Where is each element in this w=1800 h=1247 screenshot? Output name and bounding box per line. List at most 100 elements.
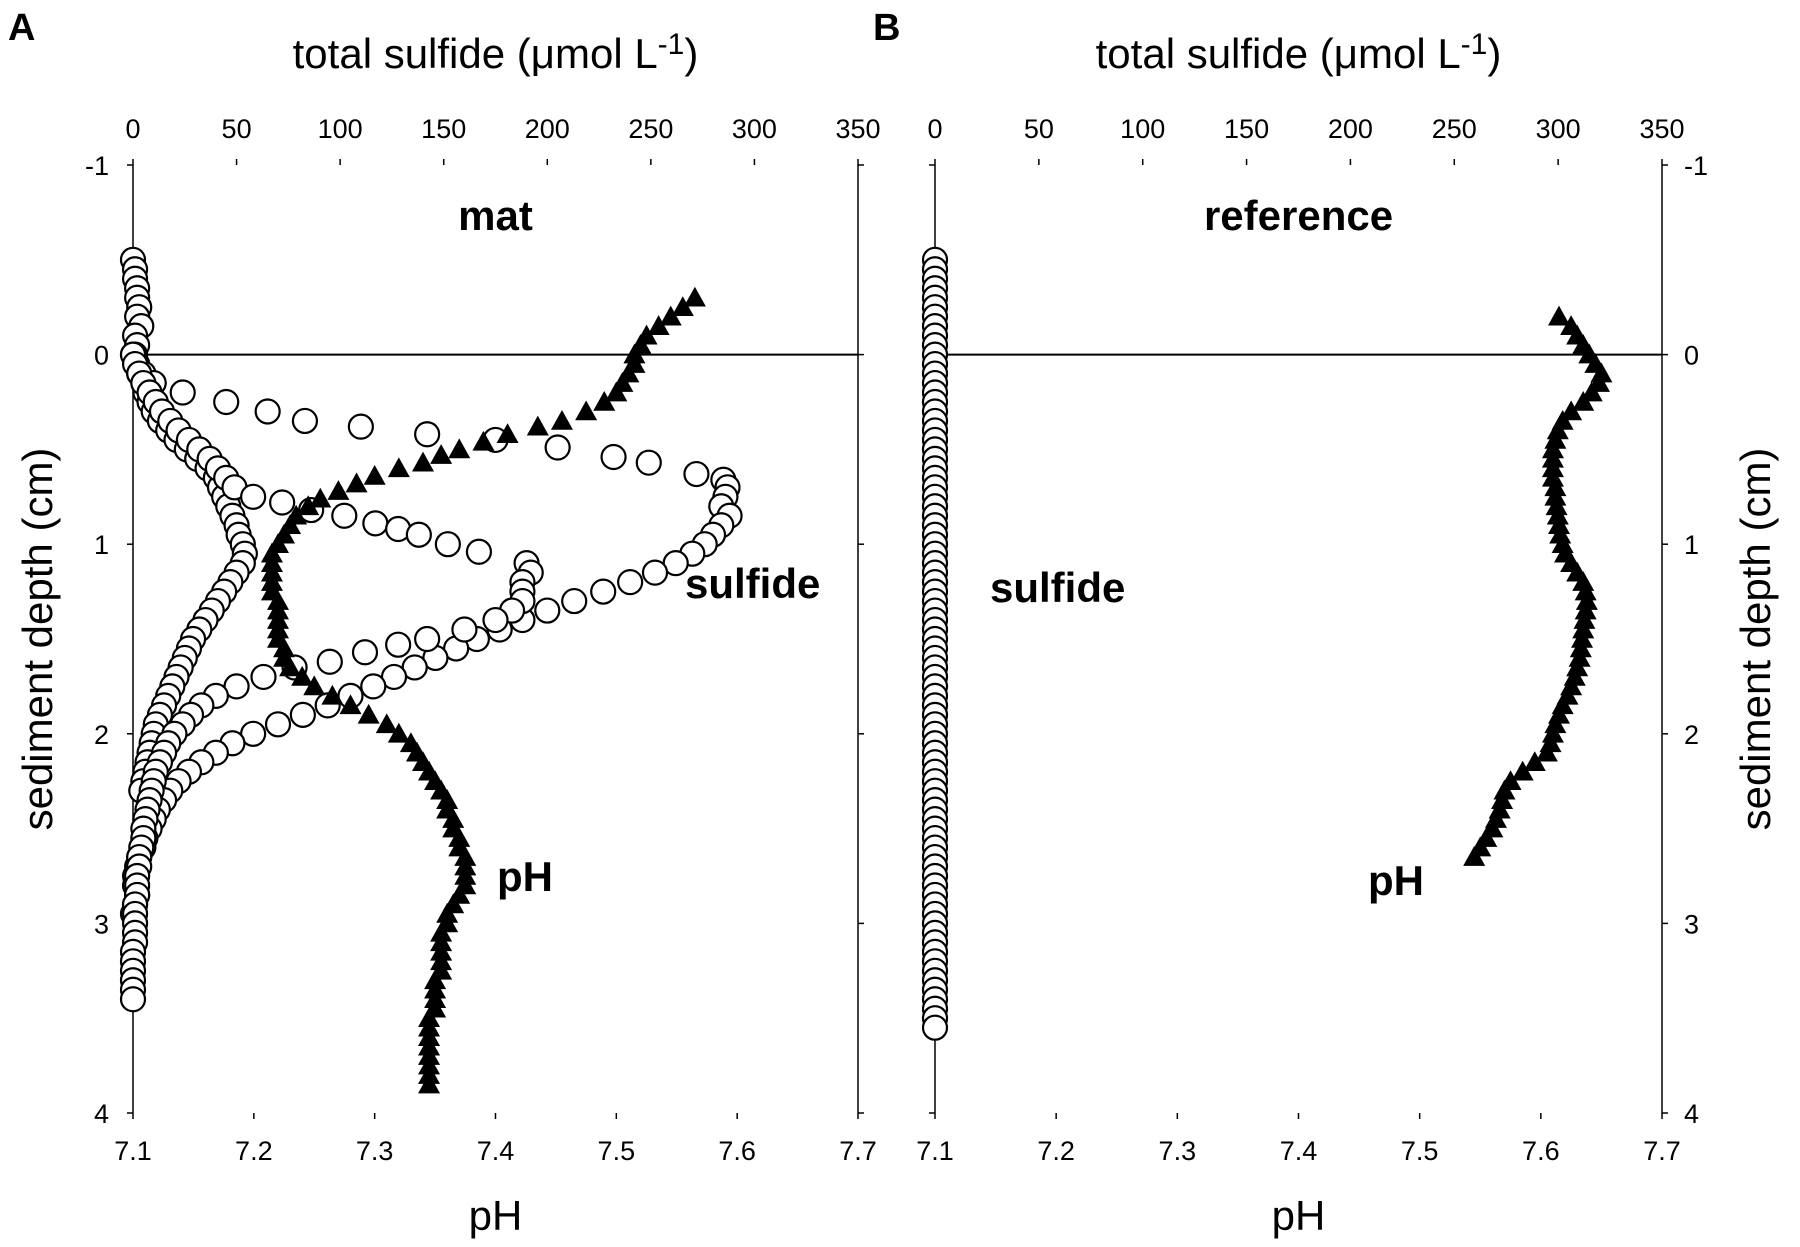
ph-point [496, 423, 519, 444]
ph-point [387, 457, 410, 478]
top-axis-title-text: total sulfide ( [293, 30, 531, 77]
ph-point [575, 400, 598, 421]
ph-point [1544, 713, 1567, 734]
ph-point [550, 409, 573, 430]
left-axis-title: sediment depth (cm) [14, 448, 61, 831]
ph-profile [260, 286, 706, 1094]
ph-label: pH [497, 853, 553, 900]
top-axis-title-mu: μ [1334, 30, 1358, 77]
ph-point [1574, 599, 1597, 620]
sulfide-point [250, 663, 277, 691]
ph-point [1575, 590, 1598, 610]
sulfide-point [269, 489, 296, 516]
top-tick-label: 300 [732, 114, 777, 144]
top-tick-label: 350 [835, 114, 880, 144]
ph-point [357, 703, 380, 724]
ph-point [1551, 533, 1574, 553]
sulfide-point [119, 986, 147, 1013]
y-tick-label: 3 [94, 909, 109, 939]
ph-point [1568, 646, 1591, 667]
sulfide-point [289, 701, 316, 728]
bottom-tick-label: 7.4 [1280, 1136, 1318, 1166]
ph-point [1541, 466, 1564, 487]
bottom-tick-label: 7.7 [1643, 1136, 1681, 1166]
y-tick-label: 2 [1684, 720, 1699, 750]
panel-letter: A [8, 7, 35, 49]
bottom-tick-label: 7.1 [114, 1136, 152, 1166]
top-axis-title-exponent: -1 [1461, 28, 1488, 61]
bottom-tick-label: 7.4 [477, 1136, 515, 1166]
top-tick-label: 100 [318, 114, 363, 144]
sulfide-point [254, 398, 281, 425]
sulfide-point [240, 483, 267, 510]
sulfide-point [213, 388, 240, 416]
sulfide-point [264, 711, 292, 738]
ph-point [387, 722, 410, 743]
sulfide-point [291, 407, 319, 435]
ph-point [1572, 618, 1595, 639]
bottom-tick-label: 7.7 [839, 1136, 877, 1166]
panel-title: mat [458, 192, 533, 239]
ph-point [1545, 495, 1568, 516]
bottom-tick-label: 7.5 [1401, 1136, 1439, 1166]
sulfide-point [169, 379, 196, 406]
top-tick-label: 150 [1224, 114, 1269, 144]
top-axis-title-unit: mol L [1358, 30, 1461, 77]
sulfide-point [617, 569, 644, 596]
bottom-tick-label: 7.2 [1037, 1136, 1075, 1166]
y-tick-label: 0 [94, 341, 109, 371]
y-tick-label: 2 [94, 720, 109, 750]
sulfide-point [482, 606, 509, 634]
ph-point [291, 665, 314, 686]
ph-point [339, 694, 362, 715]
ph-point [430, 444, 453, 464]
ph-point [297, 495, 320, 516]
sulfide-point [921, 1014, 949, 1041]
ph-point [303, 675, 326, 696]
panel-title: reference [1204, 192, 1393, 239]
ph-point [593, 391, 616, 411]
top-axis-title-close: ) [684, 30, 698, 77]
ph-point [418, 1073, 441, 1094]
ph-point [647, 315, 670, 335]
ph-point [472, 430, 495, 451]
bottom-tick-label: 7.5 [598, 1136, 636, 1166]
sulfide-point [544, 434, 571, 461]
y-tick-label: 0 [1684, 341, 1699, 371]
ph-point [345, 472, 368, 493]
sulfide-point [316, 648, 343, 675]
y-tick-label: 3 [1684, 909, 1699, 939]
sulfide-point [414, 625, 441, 653]
ph-point [375, 713, 398, 734]
ph-point [1523, 751, 1546, 772]
bottom-axis-title: pH [1272, 1192, 1326, 1239]
ph-point [605, 381, 628, 402]
sulfide-point [590, 578, 617, 605]
ph-point [1546, 419, 1569, 440]
sulfide-point [600, 443, 627, 471]
ph-point [1548, 514, 1571, 535]
ph-point [1572, 391, 1595, 411]
ph-point [1544, 485, 1567, 506]
sulfide-point [635, 449, 662, 476]
top-tick-label: 250 [628, 114, 673, 144]
ph-point [321, 684, 344, 705]
bottom-tick-label: 7.3 [1159, 1136, 1197, 1166]
sulfide-point [331, 502, 358, 529]
bottom-axis-title: pH [469, 1192, 523, 1239]
top-axis-title-close: ) [1487, 30, 1501, 77]
ph-point [309, 487, 332, 508]
top-tick-label: 50 [222, 114, 252, 144]
top-tick-label: 200 [1328, 114, 1373, 144]
sulfide-point [534, 597, 561, 624]
top-axis-title: total sulfide (μmol L-1) [293, 28, 699, 77]
ph-point [1549, 523, 1572, 544]
ph-point [448, 438, 471, 459]
ph-point [1573, 609, 1596, 629]
top-axis-title-exponent: -1 [658, 28, 685, 61]
top-tick-label: 50 [1024, 114, 1054, 144]
bottom-tick-label: 7.2 [235, 1136, 273, 1166]
ph-point [412, 451, 434, 472]
sulfide-point [347, 413, 374, 440]
